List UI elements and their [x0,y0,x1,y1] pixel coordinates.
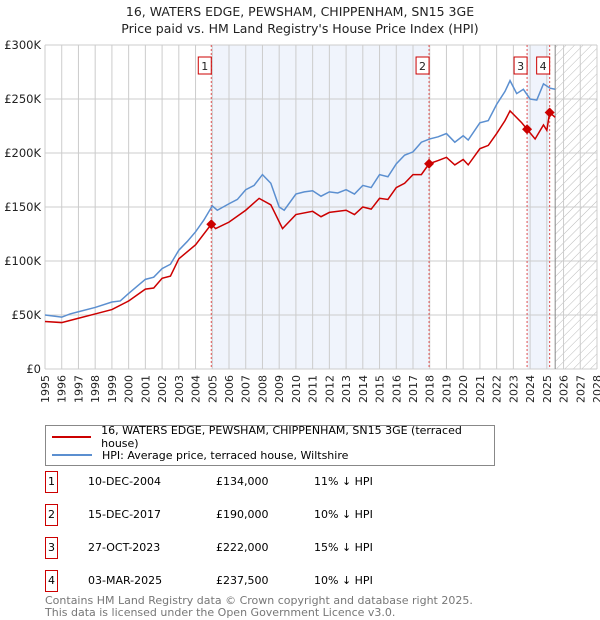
sale-number: 3 [45,537,58,559]
sale-point [424,158,435,169]
y-tick-label: £100K [4,254,41,268]
sale-number: 1 [45,471,58,493]
sale-row: 2 15-DEC-2017 £190,000 10% ↓ HPI [45,504,445,526]
y-tick-label: £300K [4,38,41,52]
x-tick-label: 2028 [591,375,600,403]
legend-label-property: 16, WATERS EDGE, PEWSHAM, CHIPPENHAM, SN… [101,424,462,450]
x-tick-label: 2007 [240,375,253,403]
x-tick-label: 2009 [273,375,286,403]
sale-hpi-diff: 10% ↓ HPI [314,574,373,587]
x-tick-label: 2008 [256,375,269,403]
sale-date: 03-MAR-2025 [88,574,163,587]
footer-line-2: This data is licensed under the Open Gov… [45,605,396,619]
hpi-line [44,78,556,318]
sale-label: 4 [540,60,547,73]
x-tick-label: 2011 [307,375,320,403]
legend: 16, WATERS EDGE, PEWSHAM, CHIPPENHAM, SN… [45,424,495,466]
x-tick-label: 2001 [139,375,152,403]
x-tick-label: 2010 [290,375,303,403]
legend-swatch-property [52,436,92,438]
sale-date: 27-OCT-2023 [88,541,161,554]
x-tick-label: 1995 [39,375,52,403]
sale-label-box [197,56,212,75]
x-tick-label: 2002 [156,375,169,403]
sale-point [544,107,555,118]
chart-title: 16, WATERS EDGE, PEWSHAM, CHIPPENHAM, SN… [125,4,475,19]
sale-price: £237,500 [216,574,269,587]
sale-label: 1 [201,60,208,73]
footer: Contains HM Land Registry data © Crown c… [45,595,473,618]
legend-swatch-hpi [52,454,92,456]
x-tick-label: 2000 [123,375,136,403]
sale-price: £134,000 [216,475,269,488]
sale-price: £190,000 [216,508,269,521]
sale-row: 1 10-DEC-2004 £134,000 11% ↓ HPI [45,471,445,493]
x-tick-label: 2023 [507,375,520,403]
x-tick-label: 2003 [173,375,186,403]
sale-hpi-diff: 11% ↓ HPI [314,475,373,488]
sale-date: 15-DEC-2017 [88,508,162,521]
x-tick-label: 2025 [541,375,554,403]
x-tick-label: 1996 [56,375,69,403]
legend-item-property: 16, WATERS EDGE, PEWSHAM, CHIPPENHAM, SN… [52,424,494,450]
x-tick-label: 1998 [89,375,102,403]
sale-label: 3 [517,60,524,73]
chart: 1995 1996 1997 1998 1999 2000 2001 2002 2003 2004… [4,38,600,403]
y-tick-label: £50K [12,308,42,322]
footer-line-1: Contains HM Land Registry data © Crown c… [45,594,473,607]
sale-label: 2 [419,60,426,73]
x-tick-label: 2005 [206,375,219,403]
x-tick-label: 2022 [491,375,504,403]
x-tick-label: 2018 [424,375,437,403]
sale-number: 2 [45,504,58,526]
legend-label-hpi: HPI: Average price, terraced house, Wilt… [102,448,349,462]
sale-hpi-diff: 15% ↓ HPI [314,541,373,554]
x-tick-label: 2006 [223,375,236,403]
sale-price: £222,000 [216,541,269,554]
legend-item-hpi: HPI: Average price, terraced house, Wilt… [52,447,348,463]
x-tick-label: 2020 [457,375,470,403]
sale-row: 3 27-OCT-2023 £222,000 15% ↓ HPI [45,537,445,559]
y-tick-label: £150K [4,200,41,214]
x-tick-label: 2013 [340,375,353,403]
x-tick-label: 2019 [440,375,453,403]
y-tick-label: £200K [4,146,41,160]
x-tick-label: 2012 [323,375,336,403]
x-tick-label: 2017 [407,375,420,403]
sale-row: 4 03-MAR-2025 £237,500 10% ↓ HPI [45,570,445,592]
sale-label-box [415,56,430,75]
x-tick-label: 2016 [390,375,403,403]
sale-number: 4 [45,570,58,592]
sale-point [206,219,217,230]
sale-point [522,124,533,135]
x-tick-label: 2014 [357,375,370,403]
sale-hpi-diff: 10% ↓ HPI [314,508,373,521]
y-tick-label: £250K [4,92,41,106]
x-tick-label: 2021 [474,375,487,403]
x-tick-label: 1997 [72,375,85,403]
x-tick-label: 2027 [574,375,587,403]
sale-label-box [536,56,551,75]
sale-label-box [513,56,528,75]
sale-date: 10-DEC-2004 [88,475,162,488]
x-tick-label: 1999 [106,375,119,403]
x-tick-label: 2015 [374,375,387,403]
price-line [44,109,556,324]
x-tick-label: 2004 [190,375,203,403]
chart-subtitle: Price paid vs. HM Land Registry's House … [121,21,479,36]
x-tick-label: 2026 [558,375,571,403]
x-tick-label: 2024 [524,375,537,403]
y-tick-label: £0 [26,362,41,376]
